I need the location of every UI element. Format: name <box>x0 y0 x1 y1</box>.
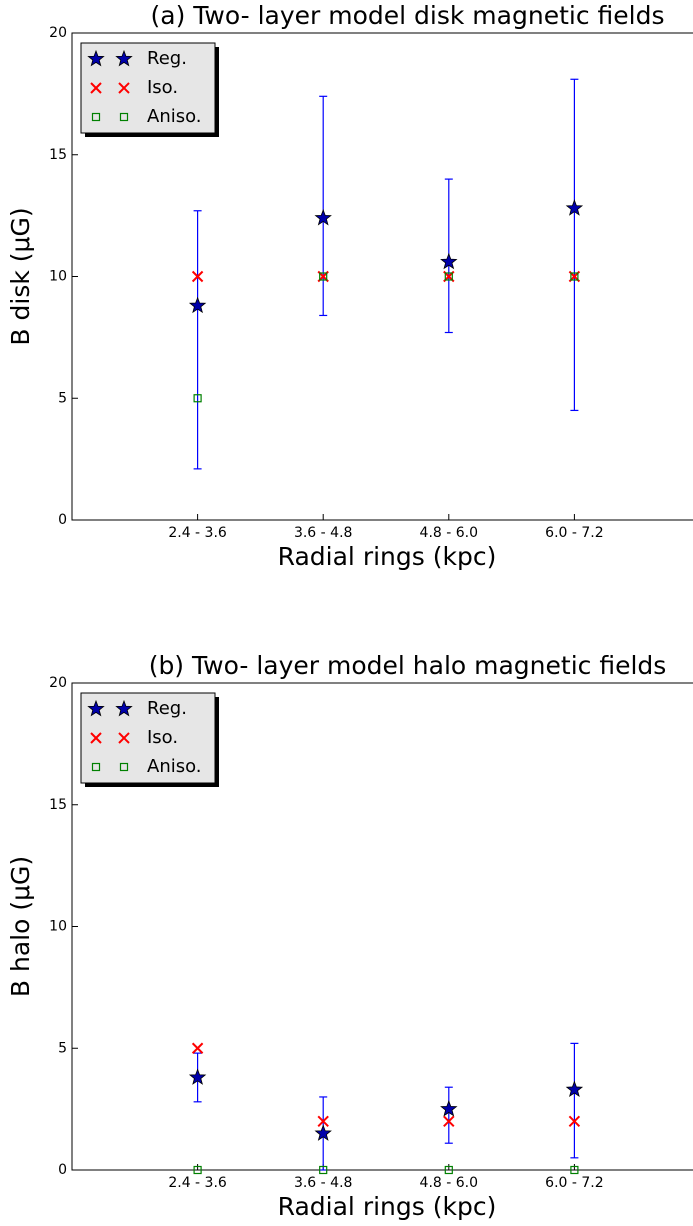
y-tick-label: 15 <box>49 797 67 813</box>
star-marker <box>314 1124 332 1141</box>
square-marker <box>91 112 101 122</box>
star-marker <box>314 208 332 226</box>
square-marker <box>119 112 129 122</box>
star-marker <box>440 252 458 270</box>
y-tick-label: 20 <box>49 25 67 41</box>
error-bar <box>193 210 202 470</box>
square-marker <box>444 1165 453 1175</box>
x-marker <box>191 270 204 283</box>
y-tick-label: 10 <box>49 269 67 285</box>
x-stroke <box>118 732 130 744</box>
x-marker <box>118 732 130 744</box>
x-stroke <box>191 1042 204 1054</box>
y-tick-label: 5 <box>58 1040 67 1056</box>
star-marker <box>115 49 133 67</box>
y-axis-label: B halo (μG) <box>6 856 35 997</box>
star-marker <box>115 699 133 717</box>
star-marker <box>87 49 105 67</box>
x-tick-label: 2.4 - 3.6 <box>168 1175 227 1191</box>
x-stroke <box>191 270 204 283</box>
star-marker <box>87 699 105 717</box>
y-tick-label: 10 <box>49 919 67 935</box>
legend-label: Iso. <box>147 727 178 748</box>
x-marker <box>90 82 102 94</box>
y-tick-label: 0 <box>58 512 67 528</box>
x-marker <box>443 1115 455 1128</box>
square-marker <box>444 272 453 281</box>
star-marker <box>188 1068 207 1085</box>
square-marker <box>193 394 202 403</box>
star-marker <box>440 1099 458 1117</box>
square-marker <box>119 762 129 772</box>
square-marker <box>570 1165 579 1175</box>
y-tick-label: 0 <box>58 1162 67 1178</box>
square-marker <box>91 762 101 772</box>
x-tick-label: 3.6 - 4.8 <box>294 1175 352 1191</box>
x-stroke <box>118 82 130 94</box>
legend-box <box>80 42 216 134</box>
star-marker <box>565 1080 584 1098</box>
square-marker <box>570 272 579 281</box>
legend-label: Aniso. <box>147 756 202 777</box>
square-marker <box>319 272 328 281</box>
x-marker <box>317 1115 329 1128</box>
star-marker <box>188 296 207 314</box>
x-stroke <box>317 1115 329 1128</box>
chart-title: (a) Two- layer model disk magnetic field… <box>151 1 665 30</box>
x-tick-label: 4.8 - 6.0 <box>420 1175 478 1191</box>
x-tick-label: 6.0 - 7.2 <box>545 525 603 541</box>
y-tick-label: 20 <box>49 675 67 691</box>
error-bar <box>570 1042 579 1159</box>
x-stroke <box>568 1115 581 1128</box>
x-stroke <box>90 732 102 744</box>
square-marker <box>319 1165 328 1175</box>
x-tick-label: 2.4 - 3.6 <box>168 525 227 541</box>
x-tick-label: 3.6 - 4.8 <box>294 525 352 541</box>
x-stroke <box>443 1115 455 1128</box>
error-bar <box>570 78 579 412</box>
legend: Reg. Iso. Aniso. <box>80 42 219 137</box>
legend-label: Reg. <box>147 698 187 719</box>
x-marker <box>568 1115 581 1128</box>
x-axis-label: Radial rings (kpc) <box>278 542 497 571</box>
y-tick-label: 15 <box>49 147 67 163</box>
chart-title: (b) Two- layer model halo magnetic field… <box>149 651 667 680</box>
legend-box <box>80 692 216 784</box>
legend-label: Aniso. <box>147 106 202 127</box>
error-bar <box>319 95 328 317</box>
x-marker <box>191 1042 204 1054</box>
x-axis-label: Radial rings (kpc) <box>278 1192 497 1221</box>
y-tick-label: 5 <box>58 390 67 406</box>
x-tick-label: 6.0 - 7.2 <box>545 1175 603 1191</box>
square-marker <box>193 1165 202 1175</box>
legend-label: Iso. <box>147 77 178 98</box>
star-marker <box>565 199 584 216</box>
legend: Reg. Iso. Aniso. <box>80 692 219 787</box>
x-stroke <box>90 82 102 94</box>
x-tick-label: 4.8 - 6.0 <box>420 525 478 541</box>
error-bar <box>444 1086 453 1144</box>
x-marker <box>118 82 130 94</box>
x-marker <box>90 732 102 744</box>
legend-label: Reg. <box>147 48 187 69</box>
y-axis-label: B disk (μG) <box>6 207 35 345</box>
